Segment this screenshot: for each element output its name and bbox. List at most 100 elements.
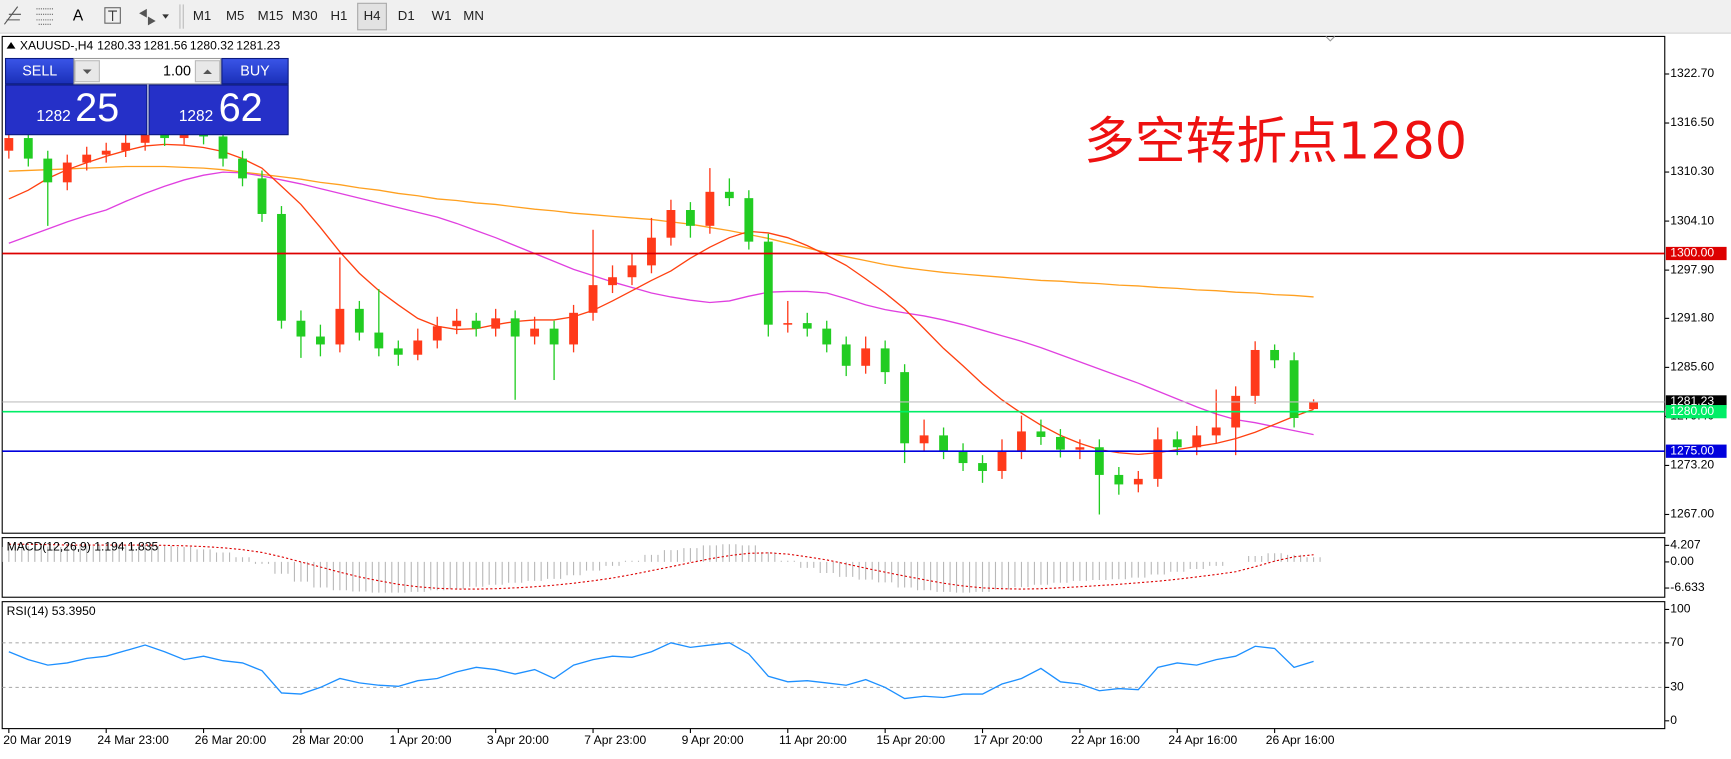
timeframe-button[interactable]: M1 — [193, 8, 211, 23]
candle-body — [452, 320, 462, 327]
candle-body — [374, 332, 384, 349]
candle-body — [257, 178, 267, 214]
x-tick-label: 24 Apr 16:00 — [1168, 733, 1237, 747]
rsi-title: RSI(14) 53.3950 — [7, 604, 96, 618]
candle-body — [218, 136, 228, 159]
candle-body — [958, 451, 968, 464]
y-tick-label: -6.633 — [1670, 580, 1705, 594]
x-tick-label: 15 Apr 20:00 — [876, 733, 945, 747]
candle-body — [549, 328, 559, 345]
candle-body — [179, 133, 189, 139]
candle-body — [82, 154, 92, 163]
candle-body — [1309, 401, 1318, 410]
bid-big: 1282 — [36, 108, 70, 125]
candle-body — [1036, 431, 1046, 437]
candle-body — [783, 323, 793, 325]
x-tick-label: 26 Mar 20:00 — [195, 733, 267, 747]
candle-body — [841, 344, 851, 366]
candle-body — [432, 326, 442, 341]
candle-body — [627, 265, 637, 278]
quote-open: 1280.33 — [97, 39, 141, 53]
y-tick-label: 1322.70 — [1670, 66, 1714, 80]
candle-body — [1211, 427, 1221, 436]
candle-body — [62, 162, 72, 183]
axes: 1322.70 1316.50 1310.30 1304.10 1297.90 1291.… — [3, 66, 1727, 747]
candle-body — [296, 320, 306, 337]
y-tick-label: 1291.80 — [1670, 311, 1714, 325]
buy-button[interactable] — [221, 57, 289, 85]
rsi-panel — [1, 601, 1666, 730]
ask-small: 62 — [219, 86, 263, 130]
timeframe-active — [357, 2, 387, 31]
y-tick-label: 1310.30 — [1670, 164, 1714, 178]
level-box — [1665, 405, 1727, 419]
x-tick-label: 7 Apr 23:00 — [584, 733, 646, 747]
y-tick-label: 30 — [1670, 680, 1684, 694]
toolbar-bg — [0, 0, 1731, 34]
x-tick-label: 11 Apr 20:00 — [779, 733, 847, 747]
candle-body — [919, 435, 929, 444]
candle-body — [1153, 439, 1163, 479]
timeframe-button[interactable]: H4 — [364, 8, 381, 23]
candle-body — [763, 241, 773, 325]
candle-body — [1172, 439, 1182, 448]
ask-box[interactable] — [148, 84, 289, 136]
level-label: 1300.00 — [1670, 246, 1714, 260]
lot-up-arrow — [203, 69, 212, 74]
candle-body — [530, 328, 540, 337]
bid-box[interactable] — [4, 84, 148, 136]
symbol: XAUUSD-,H4 — [20, 39, 94, 53]
y-tick-label: 1297.90 — [1670, 262, 1714, 276]
candle-body — [744, 198, 754, 242]
timeframe-button[interactable]: M5 — [226, 8, 244, 23]
timeframe-button[interactable]: D1 — [398, 8, 415, 23]
y-tick-label: 1273.20 — [1670, 458, 1714, 472]
text-tool[interactable]: A — [73, 8, 84, 25]
macd-plot — [2, 543, 1321, 593]
y-tick-label: 0 — [1670, 713, 1677, 727]
y-tick-label: 100 — [1670, 602, 1690, 616]
sell-label[interactable]: SELL — [22, 64, 57, 80]
bid-small: 25 — [75, 86, 119, 130]
candle-body — [491, 318, 501, 329]
grid-tool[interactable] — [36, 8, 55, 25]
signal-line — [8, 543, 1314, 590]
level-box — [1665, 444, 1727, 458]
quote-high: 1281.56 — [144, 39, 188, 53]
timeframe-button[interactable]: MN — [463, 8, 484, 23]
moving-average — [8, 165, 1314, 298]
candle-body — [666, 210, 676, 238]
candle-body — [1017, 431, 1026, 452]
timeframe-button[interactable]: M30 — [292, 8, 318, 23]
candle-body — [608, 277, 617, 286]
arrows-tool[interactable] — [139, 8, 169, 26]
timeframe-button[interactable]: M15 — [258, 8, 284, 23]
x-tick-label: 17 Apr 20:00 — [974, 733, 1043, 747]
fibo-tool[interactable] — [3, 6, 21, 25]
candle-body — [23, 138, 33, 159]
x-tick-label: 24 Mar 23:00 — [97, 733, 169, 747]
buy-label[interactable]: BUY — [240, 64, 270, 80]
candle-body — [1270, 349, 1280, 361]
level-box — [1665, 246, 1727, 261]
candle-body — [569, 312, 578, 345]
timeframe-button[interactable]: H1 — [330, 8, 347, 23]
candle-body — [315, 336, 325, 345]
candle-body — [4, 138, 14, 151]
sell-button[interactable] — [4, 57, 75, 85]
rsi-line — [8, 642, 1314, 700]
y-tick-label: 0.00 — [1670, 554, 1694, 568]
candle-body — [900, 372, 910, 444]
timeframe-button[interactable]: W1 — [432, 8, 452, 23]
y-tick-label: 70 — [1670, 635, 1684, 649]
candle-body — [238, 158, 247, 179]
y-tick-label: 1316.50 — [1670, 115, 1714, 129]
candle-body — [413, 340, 423, 355]
rsi-plot — [2, 642, 1665, 700]
candle-body — [1094, 447, 1104, 475]
label-tool[interactable] — [104, 7, 121, 24]
x-tick-label: 28 Mar 20:00 — [292, 733, 364, 747]
candle-body — [471, 320, 481, 329]
lot-value[interactable]: 1.00 — [163, 64, 191, 80]
